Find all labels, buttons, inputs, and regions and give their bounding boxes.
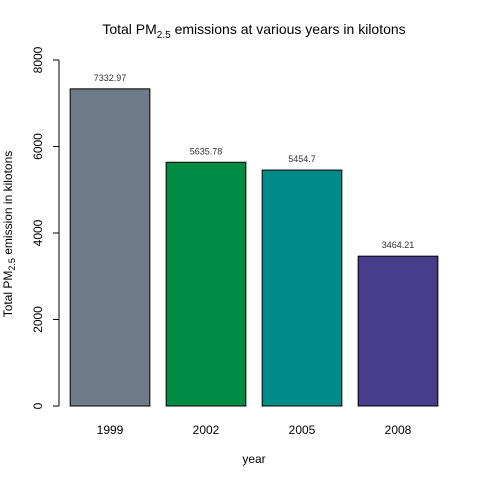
y-axis-label-suffix: emission in kilotons <box>1 151 15 258</box>
y-tick-label: 6000 <box>31 133 45 160</box>
data-label-1999: 7332.97 <box>94 73 127 83</box>
x-tick-label-2008: 2008 <box>385 423 412 437</box>
x-axis-ticks: 1999 2002 2005 2008 <box>97 423 412 437</box>
bar-2002 <box>165 161 247 407</box>
data-label-2002: 5635.78 <box>190 146 223 156</box>
y-tick-label: 0 <box>31 402 45 409</box>
bar-2008 <box>357 255 439 407</box>
chart-title: Total PM2.5 emissions at various years i… <box>102 21 405 41</box>
y-axis-label-subscript: 2.5 <box>7 258 17 271</box>
y-tick-label: 2000 <box>31 306 45 333</box>
chart-title-subscript: 2.5 <box>157 30 171 41</box>
y-tick-label: 8000 <box>31 46 45 73</box>
bars: 7332.97 5635.78 5454.7 3464.21 <box>69 73 439 407</box>
data-label-2008: 3464.21 <box>382 240 415 250</box>
chart-title-prefix: Total PM <box>102 21 156 37</box>
y-axis-label: Total PM2.5 emission in kilotons <box>1 151 17 318</box>
y-tick-label: 4000 <box>31 219 45 246</box>
x-tick-label-1999: 1999 <box>97 423 124 437</box>
y-axis: 0 2000 4000 6000 8000 <box>31 46 60 409</box>
x-tick-label-2005: 2005 <box>289 423 316 437</box>
data-label-2005: 5454.7 <box>288 154 316 164</box>
chart-title-suffix: emissions at various years in kilotons <box>171 21 406 37</box>
bar-2005 <box>261 169 343 407</box>
x-axis-label: year <box>242 452 265 466</box>
x-tick-label-2002: 2002 <box>193 423 220 437</box>
bar-1999 <box>69 88 151 407</box>
y-axis-label-prefix: Total PM <box>1 271 15 318</box>
